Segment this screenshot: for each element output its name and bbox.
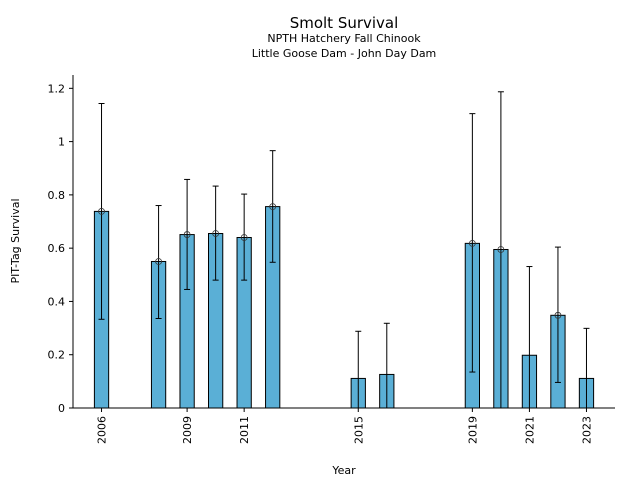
y-tick-label: 0.6 (48, 242, 66, 255)
point-marker-2010 (212, 230, 220, 237)
x-tick-label: 2006 (96, 416, 109, 444)
y-tick-label: 0.8 (48, 189, 66, 202)
chart-title: Smolt Survival (290, 14, 399, 32)
x-tick-label: 2023 (580, 416, 593, 444)
x-tick-label: 2009 (181, 416, 194, 444)
x-tick-label: 2015 (352, 416, 365, 444)
y-tick-label: 0 (58, 402, 65, 415)
y-tick-label: 0.2 (48, 349, 66, 362)
x-tick-label: 2019 (466, 416, 479, 444)
chart-subtitle-1: NPTH Hatchery Fall Chinook (267, 32, 421, 45)
y-tick-label: 1.2 (48, 82, 66, 95)
point-marker-2009 (183, 231, 191, 238)
x-tick-label: 2011 (238, 416, 251, 444)
point-marker-2019 (468, 239, 476, 247)
point-marker-2012 (269, 203, 277, 211)
y-tick-label: 0.4 (48, 295, 66, 308)
y-tick-label: 1 (58, 136, 65, 149)
point-marker-2006 (98, 207, 105, 215)
point-marker-2011 (240, 234, 248, 241)
point-marker-2008 (155, 258, 162, 265)
y-axis-label: PIT-Tag Survival (9, 198, 22, 283)
point-marker-2020 (497, 246, 505, 253)
x-axis-label: Year (331, 464, 356, 477)
point-marker-2022 (554, 311, 562, 319)
chart-subtitle-2: Little Goose Dam - John Day Dam (252, 47, 437, 60)
x-tick-label: 2021 (523, 416, 536, 444)
